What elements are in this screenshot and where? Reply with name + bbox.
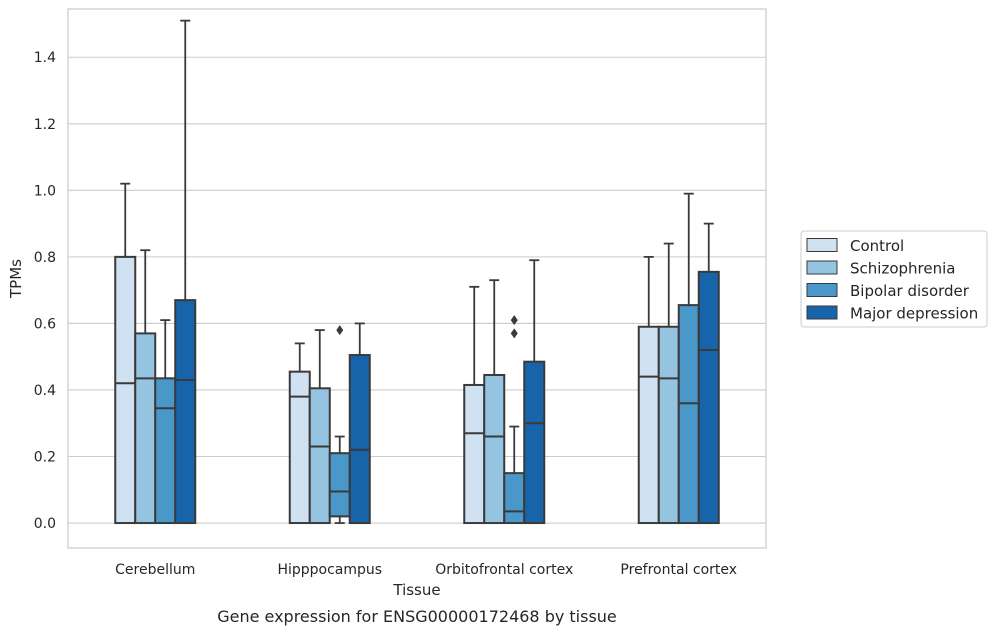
box-bipolar-disorder xyxy=(328,325,351,524)
x-tick-label: Cerebellum xyxy=(115,562,195,578)
box-bipolar-disorder xyxy=(154,319,177,525)
box-body xyxy=(134,332,157,525)
box-control xyxy=(114,182,137,525)
y-tick-label: 0.6 xyxy=(34,316,56,332)
box-schizophrenia xyxy=(657,242,680,525)
box-major-depression xyxy=(348,322,371,525)
plot-frame xyxy=(67,8,767,549)
y-tick-label: 1.2 xyxy=(34,117,56,133)
y-tick-label: 0.0 xyxy=(34,516,56,532)
legend-swatch xyxy=(806,283,838,297)
legend-label: Major depression xyxy=(850,305,978,323)
boxes xyxy=(114,19,720,525)
y-tick-label: 1.0 xyxy=(34,183,56,199)
y-tick-label: 1.4 xyxy=(34,50,56,66)
outlier-point xyxy=(510,328,518,339)
box-body xyxy=(348,354,371,525)
legend-swatch xyxy=(806,238,838,252)
box-body xyxy=(308,387,331,525)
outlier-point xyxy=(510,315,518,326)
box-body xyxy=(657,325,680,525)
legend-item: Schizophrenia xyxy=(806,260,955,278)
box-body xyxy=(503,472,526,525)
box-body xyxy=(483,373,506,525)
box-control xyxy=(637,255,660,525)
box-body xyxy=(523,360,546,525)
legend-label: Bipolar disorder xyxy=(850,282,970,300)
box-body xyxy=(637,325,660,525)
legend-label: Control xyxy=(850,237,904,255)
box-body xyxy=(677,304,700,525)
x-axis-label: Tissue xyxy=(392,581,440,599)
box-major-depression xyxy=(174,19,197,525)
box-control xyxy=(288,342,311,525)
box-body xyxy=(328,452,351,518)
box-major-depression xyxy=(523,259,546,525)
legend: Control Schizophrenia Bipolar disorder Majo… xyxy=(800,230,988,328)
x-tick-labels: Cerebellum Hipppocampus Orbitofrontal cort… xyxy=(115,562,737,578)
box-control xyxy=(463,285,486,525)
box-bipolar-disorder xyxy=(677,192,700,525)
legend-label: Schizophrenia xyxy=(850,260,955,278)
legend-item: Major depression xyxy=(806,305,978,323)
box-major-depression xyxy=(697,222,720,525)
box-body xyxy=(463,383,486,525)
legend-swatch xyxy=(806,260,838,275)
legend-item: Bipolar disorder xyxy=(806,282,970,300)
box-schizophrenia xyxy=(134,249,157,525)
figure-caption: Gene expression for ENSG00000172468 by t… xyxy=(217,607,617,626)
legend-swatch xyxy=(806,305,838,320)
box-schizophrenia xyxy=(308,329,331,525)
box-body xyxy=(114,255,137,525)
box-schizophrenia xyxy=(483,279,506,525)
legend-item: Control xyxy=(806,237,904,255)
outlier-point xyxy=(336,325,344,336)
legend-frame xyxy=(800,230,988,328)
y-tick-labels: 0.0 0.2 0.4 0.6 0.8 1.0 1.2 1.4 xyxy=(34,50,56,532)
y-axis-label: TPMs xyxy=(7,259,25,299)
box-body xyxy=(288,370,311,525)
x-tick-label: Hipppocampus xyxy=(277,562,382,578)
box-body xyxy=(697,270,720,525)
box-bipolar-disorder xyxy=(503,315,526,525)
box-body xyxy=(174,299,197,525)
y-tick-label: 0.4 xyxy=(34,383,56,399)
y-tick-label: 0.2 xyxy=(34,450,56,466)
x-tick-label: Orbitofrontal cortex xyxy=(435,562,573,578)
box-body xyxy=(154,377,177,525)
y-tick-label: 0.8 xyxy=(34,250,56,266)
x-tick-label: Prefrontal cortex xyxy=(620,562,737,578)
